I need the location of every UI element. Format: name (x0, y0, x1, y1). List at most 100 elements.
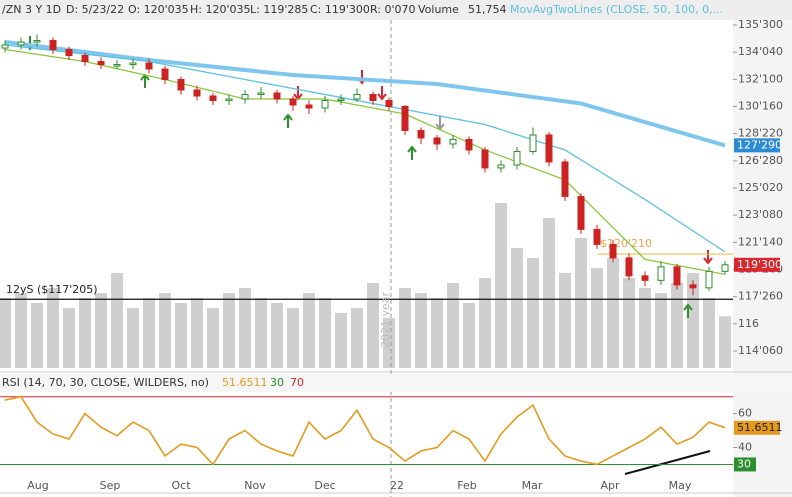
close: C: 119'300 (310, 3, 370, 16)
candle-body (273, 92, 281, 100)
y-tick-label: 123'080 (738, 208, 783, 221)
volume-bar (479, 278, 491, 368)
rsi-marker (734, 420, 780, 435)
y-tick-label: 130'160 (738, 99, 783, 112)
candle-body (593, 228, 601, 245)
candle-body (17, 41, 25, 46)
volume-bar (415, 293, 427, 368)
volume-bar (527, 258, 539, 368)
price-marker-label: 127'290 (737, 138, 782, 151)
volume-bar (47, 288, 59, 368)
volume-bar (319, 298, 331, 368)
x-tick-label: Mar (522, 479, 543, 492)
candle-body (385, 99, 393, 107)
x-tick-label: Oct (171, 479, 191, 492)
volume-bar (15, 293, 27, 368)
rsi-value: 51.6511 (222, 376, 268, 389)
y-tick-label: 121'140 (738, 235, 783, 248)
moving-average (4, 48, 726, 276)
candle-body (609, 243, 617, 259)
volume-bar (367, 283, 379, 368)
candle-body (369, 93, 377, 101)
x-tick-label: 22 (390, 479, 404, 492)
level-label: $120'210 (600, 237, 652, 250)
y-tick-label: 114'060 (738, 344, 783, 357)
candle-body (241, 93, 249, 100)
candle-body (705, 270, 713, 289)
volume-bar (511, 248, 523, 368)
volume-bar (303, 293, 315, 368)
right-axis-bg (733, 0, 792, 497)
rsi-marker-label: 51.6511 (737, 421, 783, 434)
candle-body (497, 164, 505, 169)
x-tick-label: Sep (100, 479, 121, 492)
rsi-title: RSI (14, 70, 30, CLOSE, WILDERS, no) (2, 376, 209, 389)
volume-bar (655, 293, 667, 368)
rsi-line (4, 395, 726, 466)
volume-bar (575, 238, 587, 368)
x-tick-label: Nov (244, 479, 266, 492)
candle-body (465, 138, 473, 151)
candle-body (625, 257, 633, 277)
candle-body (257, 92, 265, 95)
candle-body (193, 89, 201, 97)
candle-body (129, 62, 137, 66)
volume-bar (687, 273, 699, 368)
candle-body (113, 64, 121, 67)
candle-body (33, 40, 41, 43)
volume-bar (111, 273, 123, 368)
candle-body (481, 149, 489, 169)
volume-bar (287, 308, 299, 368)
volume-bar (159, 293, 171, 368)
oversold-marker (734, 457, 756, 472)
y-tick-label: 126'280 (738, 154, 783, 167)
open: O: 120'035 (128, 3, 189, 16)
candle-body (81, 55, 89, 63)
support-label: 12yS ($117'205) (6, 283, 98, 296)
volume-bar (671, 283, 683, 368)
volume-bar (639, 288, 651, 368)
candle-body (177, 79, 185, 91)
candle-body (529, 134, 537, 152)
candle-body (321, 99, 329, 109)
volume-value: 51,754 (468, 3, 507, 16)
volume-bar (223, 293, 235, 368)
candle-body (65, 49, 73, 57)
candle-body (449, 138, 457, 145)
volume-bar (95, 293, 107, 368)
signal-arrow (407, 145, 417, 160)
volume-label: Volume (418, 3, 459, 16)
rsi-overbought: 70 (290, 376, 304, 389)
x-tick-label: Feb (457, 479, 476, 492)
volume-bar (399, 288, 411, 368)
candle-body (161, 68, 169, 81)
candle-body (561, 161, 569, 197)
volume-bar (79, 298, 91, 368)
candle-body (305, 104, 313, 109)
y-tick-label: 116 (738, 317, 759, 330)
volume-bar (63, 308, 75, 368)
date: D: 5/23/22 (66, 3, 124, 16)
volume-bar (431, 298, 443, 368)
volume-bar (383, 318, 395, 368)
study-label: MovAvgTwoLines (CLOSE, 50, 100, 0,... (510, 3, 723, 16)
year-annotation: 2021 year (379, 292, 392, 349)
candle-body (545, 134, 553, 163)
candle-body (433, 137, 441, 145)
volume-bar (703, 298, 715, 368)
volume-bar (495, 203, 507, 368)
volume-bar (0, 298, 11, 368)
volume-bar (591, 268, 603, 368)
volume-bar (607, 258, 619, 368)
y-tick-label: 134'040 (738, 45, 783, 58)
rsi-oversold: 30 (270, 376, 284, 389)
trendline (624, 450, 711, 475)
volume-bar (719, 316, 731, 368)
rsi-header-bar (0, 374, 792, 392)
volume-bar (31, 303, 43, 368)
volume-bar (335, 313, 347, 368)
x-tick-label: Apr (600, 479, 620, 492)
low: L: 119'285 (250, 3, 308, 16)
candle-body (337, 98, 345, 101)
